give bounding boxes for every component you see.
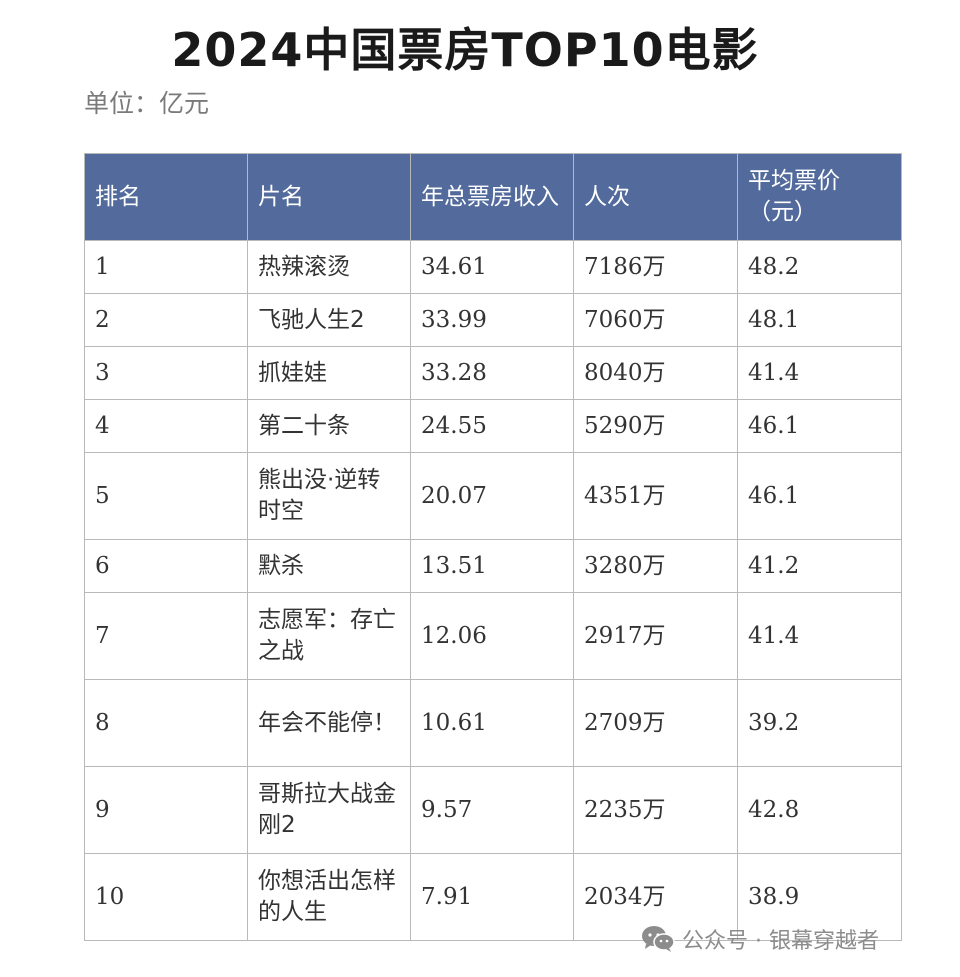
revenue-cell: 10.61: [410, 679, 574, 767]
name-cell: 哥斯拉大战金刚2: [247, 766, 411, 854]
name-cell: 年会不能停！: [247, 679, 411, 767]
avg-price-cell: 48.2: [737, 240, 902, 294]
admissions-cell: 7060万: [573, 293, 738, 347]
revenue-cell: 24.55: [410, 399, 574, 453]
name-cell: 飞驰人生2: [247, 293, 411, 347]
rank-cell: 3: [84, 346, 248, 400]
header-rank: 排名: [84, 153, 248, 241]
name-cell: 志愿军：存亡之战: [247, 592, 411, 680]
revenue-cell: 33.99: [410, 293, 574, 347]
name-cell: 第二十条: [247, 399, 411, 453]
admissions-cell: 4351万: [573, 452, 738, 540]
admissions-cell: 5290万: [573, 399, 738, 453]
name-cell: 熊出没·逆转时空: [247, 452, 411, 540]
header-revenue: 年总票房收入: [410, 153, 574, 241]
table-row: 5 熊出没·逆转时空 20.07 4351万 46.1: [84, 452, 902, 540]
table-row: 9 哥斯拉大战金刚2 9.57 2235万 42.8: [84, 766, 902, 854]
table-row: 1 热辣滚烫 34.61 7186万 48.2: [84, 240, 902, 294]
avg-price-cell: 48.1: [737, 293, 902, 347]
name-cell: 默杀: [247, 539, 411, 593]
table-row: 2 飞驰人生2 33.99 7060万 48.1: [84, 293, 902, 347]
table-row: 3 抓娃娃 33.28 8040万 41.4: [84, 346, 902, 400]
table-row: 8 年会不能停！ 10.61 2709万 39.2: [84, 679, 902, 767]
page-title: 2024中国票房TOP10电影: [171, 23, 759, 77]
avg-price-cell: 38.9: [737, 853, 902, 941]
rank-cell: 1: [84, 240, 248, 294]
header-avg-price: 平均票价（元）: [737, 153, 902, 241]
header-admissions: 人次: [573, 153, 738, 241]
table-header-row: 排名 片名 年总票房收入 人次 平均票价（元）: [84, 153, 902, 241]
rank-cell: 4: [84, 399, 248, 453]
rank-cell: 5: [84, 452, 248, 540]
revenue-cell: 12.06: [410, 592, 574, 680]
avg-price-cell: 46.1: [737, 452, 902, 540]
avg-price-cell: 39.2: [737, 679, 902, 767]
admissions-cell: 7186万: [573, 240, 738, 294]
rank-cell: 10: [84, 853, 248, 941]
revenue-cell: 20.07: [410, 452, 574, 540]
revenue-cell: 13.51: [410, 539, 574, 593]
admissions-cell: 8040万: [573, 346, 738, 400]
avg-price-cell: 41.4: [737, 346, 902, 400]
avg-price-cell: 46.1: [737, 399, 902, 453]
rank-cell: 7: [84, 592, 248, 680]
table-row: 4 第二十条 24.55 5290万 46.1: [84, 399, 902, 453]
table-row: 6 默杀 13.51 3280万 41.2: [84, 539, 902, 593]
rank-cell: 2: [84, 293, 248, 347]
revenue-cell: 7.91: [410, 853, 574, 941]
admissions-cell: 2709万: [573, 679, 738, 767]
name-cell: 你想活出怎样的人生: [247, 853, 411, 941]
unit-label: 单位：亿元: [84, 89, 210, 118]
wechat-icon: [642, 926, 675, 952]
avg-price-cell: 42.8: [737, 766, 902, 854]
avg-price-cell: 41.4: [737, 592, 902, 680]
rank-cell: 6: [84, 539, 248, 593]
revenue-cell: 33.28: [410, 346, 574, 400]
admissions-cell: 2917万: [573, 592, 738, 680]
header-name: 片名: [247, 153, 411, 241]
rank-cell: 8: [84, 679, 248, 767]
watermark: 公众号 · 银幕穿越者: [640, 922, 879, 956]
revenue-cell: 9.57: [410, 766, 574, 854]
admissions-cell: 2235万: [573, 766, 738, 854]
box-office-table: 排名 片名 年总票房收入 人次 平均票价（元） 1 热辣滚烫 34.61 718…: [84, 153, 902, 941]
table-row: 10 你想活出怎样的人生 7.91 2034万 38.9: [84, 853, 902, 941]
name-cell: 热辣滚烫: [247, 240, 411, 294]
table-row: 7 志愿军：存亡之战 12.06 2917万 41.4: [84, 592, 902, 680]
watermark-text: 公众号 · 银幕穿越者: [682, 929, 879, 954]
admissions-cell: 3280万: [573, 539, 738, 593]
rank-cell: 9: [84, 766, 248, 854]
table-body: 1 热辣滚烫 34.61 7186万 48.2 2 飞驰人生2 33.99 70…: [84, 240, 902, 941]
avg-price-cell: 41.2: [737, 539, 902, 593]
name-cell: 抓娃娃: [247, 346, 411, 400]
revenue-cell: 34.61: [410, 240, 574, 294]
